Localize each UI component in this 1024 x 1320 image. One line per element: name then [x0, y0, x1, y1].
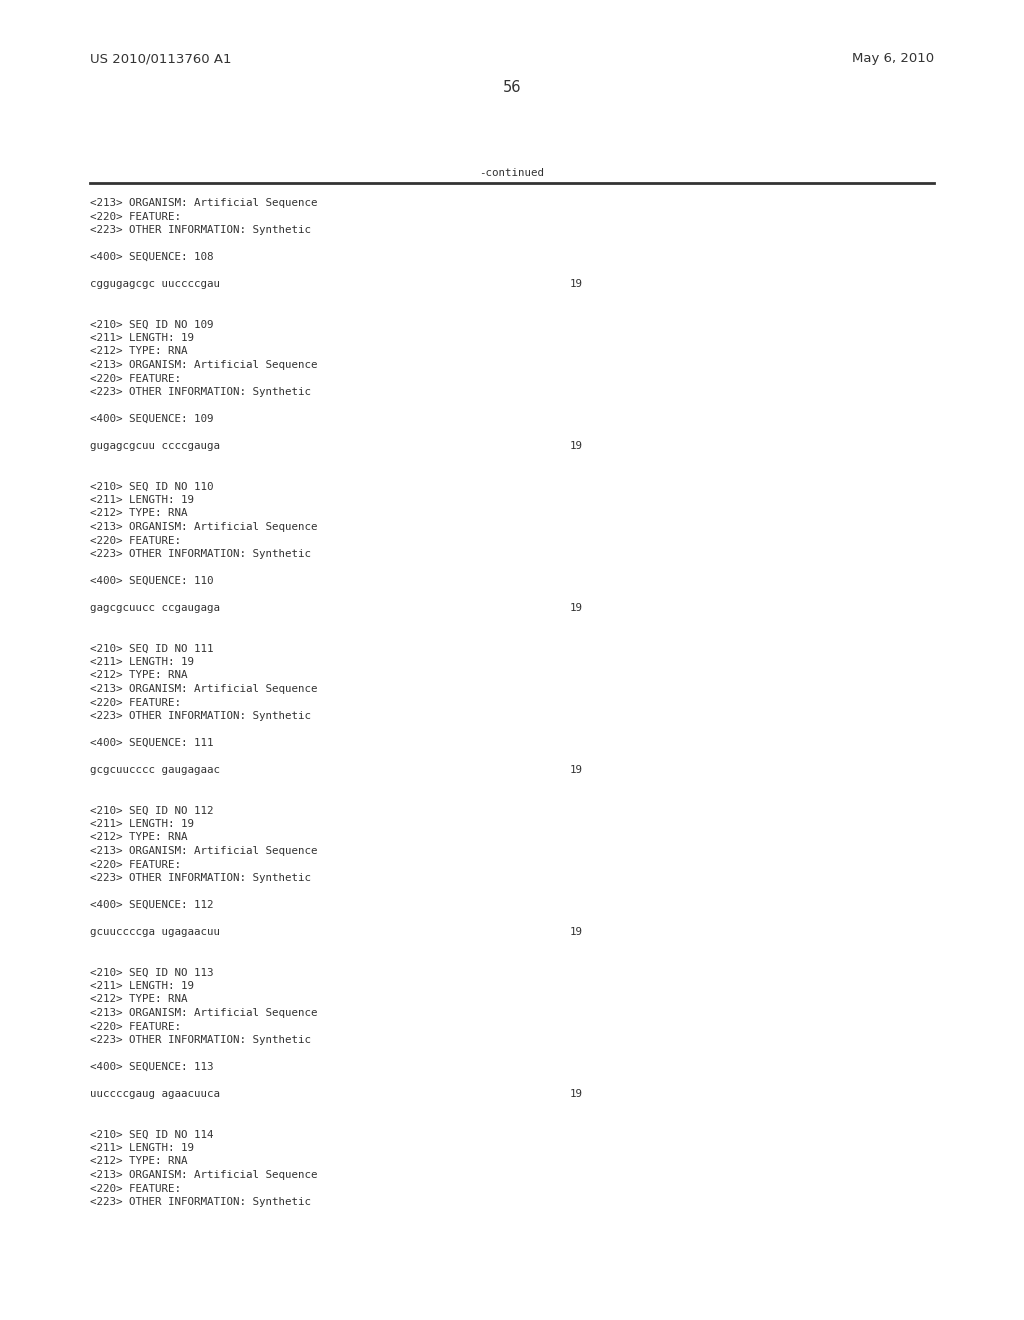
Text: <213> ORGANISM: Artificial Sequence: <213> ORGANISM: Artificial Sequence	[90, 1170, 317, 1180]
Text: <212> TYPE: RNA: <212> TYPE: RNA	[90, 1156, 187, 1167]
Text: <220> FEATURE:: <220> FEATURE:	[90, 211, 181, 222]
Text: uuccccgaug agaacuuca: uuccccgaug agaacuuca	[90, 1089, 220, 1100]
Text: <213> ORGANISM: Artificial Sequence: <213> ORGANISM: Artificial Sequence	[90, 846, 317, 855]
Text: gcuuccccga ugagaacuu: gcuuccccga ugagaacuu	[90, 927, 220, 937]
Text: <211> LENGTH: 19: <211> LENGTH: 19	[90, 495, 194, 506]
Text: <213> ORGANISM: Artificial Sequence: <213> ORGANISM: Artificial Sequence	[90, 1008, 317, 1018]
Text: <212> TYPE: RNA: <212> TYPE: RNA	[90, 833, 187, 842]
Text: <400> SEQUENCE: 108: <400> SEQUENCE: 108	[90, 252, 213, 261]
Text: <223> OTHER INFORMATION: Synthetic: <223> OTHER INFORMATION: Synthetic	[90, 224, 311, 235]
Text: <213> ORGANISM: Artificial Sequence: <213> ORGANISM: Artificial Sequence	[90, 521, 317, 532]
Text: <213> ORGANISM: Artificial Sequence: <213> ORGANISM: Artificial Sequence	[90, 360, 317, 370]
Text: <212> TYPE: RNA: <212> TYPE: RNA	[90, 346, 187, 356]
Text: 56: 56	[503, 81, 521, 95]
Text: gagcgcuucc ccgaugaga: gagcgcuucc ccgaugaga	[90, 603, 220, 612]
Text: <210> SEQ ID NO 113: <210> SEQ ID NO 113	[90, 968, 213, 978]
Text: <223> OTHER INFORMATION: Synthetic: <223> OTHER INFORMATION: Synthetic	[90, 1197, 311, 1206]
Text: <210> SEQ ID NO 114: <210> SEQ ID NO 114	[90, 1130, 213, 1139]
Text: US 2010/0113760 A1: US 2010/0113760 A1	[90, 51, 231, 65]
Text: <211> LENGTH: 19: <211> LENGTH: 19	[90, 333, 194, 343]
Text: <400> SEQUENCE: 113: <400> SEQUENCE: 113	[90, 1063, 213, 1072]
Text: gugagcgcuu ccccgauga: gugagcgcuu ccccgauga	[90, 441, 220, 451]
Text: <400> SEQUENCE: 112: <400> SEQUENCE: 112	[90, 900, 213, 909]
Text: <223> OTHER INFORMATION: Synthetic: <223> OTHER INFORMATION: Synthetic	[90, 549, 311, 558]
Text: <223> OTHER INFORMATION: Synthetic: <223> OTHER INFORMATION: Synthetic	[90, 711, 311, 721]
Text: 19: 19	[570, 279, 583, 289]
Text: <400> SEQUENCE: 109: <400> SEQUENCE: 109	[90, 414, 213, 424]
Text: <223> OTHER INFORMATION: Synthetic: <223> OTHER INFORMATION: Synthetic	[90, 1035, 311, 1045]
Text: 19: 19	[570, 927, 583, 937]
Text: <210> SEQ ID NO 109: <210> SEQ ID NO 109	[90, 319, 213, 330]
Text: <223> OTHER INFORMATION: Synthetic: <223> OTHER INFORMATION: Synthetic	[90, 387, 311, 397]
Text: <400> SEQUENCE: 110: <400> SEQUENCE: 110	[90, 576, 213, 586]
Text: <212> TYPE: RNA: <212> TYPE: RNA	[90, 994, 187, 1005]
Text: <212> TYPE: RNA: <212> TYPE: RNA	[90, 671, 187, 681]
Text: <220> FEATURE:: <220> FEATURE:	[90, 859, 181, 870]
Text: <223> OTHER INFORMATION: Synthetic: <223> OTHER INFORMATION: Synthetic	[90, 873, 311, 883]
Text: <220> FEATURE:: <220> FEATURE:	[90, 1184, 181, 1193]
Text: May 6, 2010: May 6, 2010	[852, 51, 934, 65]
Text: <220> FEATURE:: <220> FEATURE:	[90, 536, 181, 545]
Text: <213> ORGANISM: Artificial Sequence: <213> ORGANISM: Artificial Sequence	[90, 684, 317, 694]
Text: <211> LENGTH: 19: <211> LENGTH: 19	[90, 657, 194, 667]
Text: <212> TYPE: RNA: <212> TYPE: RNA	[90, 508, 187, 519]
Text: <210> SEQ ID NO 111: <210> SEQ ID NO 111	[90, 644, 213, 653]
Text: <213> ORGANISM: Artificial Sequence: <213> ORGANISM: Artificial Sequence	[90, 198, 317, 209]
Text: <210> SEQ ID NO 112: <210> SEQ ID NO 112	[90, 805, 213, 816]
Text: 19: 19	[570, 441, 583, 451]
Text: cggugagcgc uuccccgau: cggugagcgc uuccccgau	[90, 279, 220, 289]
Text: <211> LENGTH: 19: <211> LENGTH: 19	[90, 818, 194, 829]
Text: 19: 19	[570, 1089, 583, 1100]
Text: -continued: -continued	[479, 168, 545, 178]
Text: <220> FEATURE:: <220> FEATURE:	[90, 374, 181, 384]
Text: <220> FEATURE:: <220> FEATURE:	[90, 1022, 181, 1031]
Text: gcgcuucccc gaugagaac: gcgcuucccc gaugagaac	[90, 766, 220, 775]
Text: <211> LENGTH: 19: <211> LENGTH: 19	[90, 1143, 194, 1152]
Text: 19: 19	[570, 603, 583, 612]
Text: 19: 19	[570, 766, 583, 775]
Text: <211> LENGTH: 19: <211> LENGTH: 19	[90, 981, 194, 991]
Text: <220> FEATURE:: <220> FEATURE:	[90, 697, 181, 708]
Text: <400> SEQUENCE: 111: <400> SEQUENCE: 111	[90, 738, 213, 748]
Text: <210> SEQ ID NO 110: <210> SEQ ID NO 110	[90, 482, 213, 491]
